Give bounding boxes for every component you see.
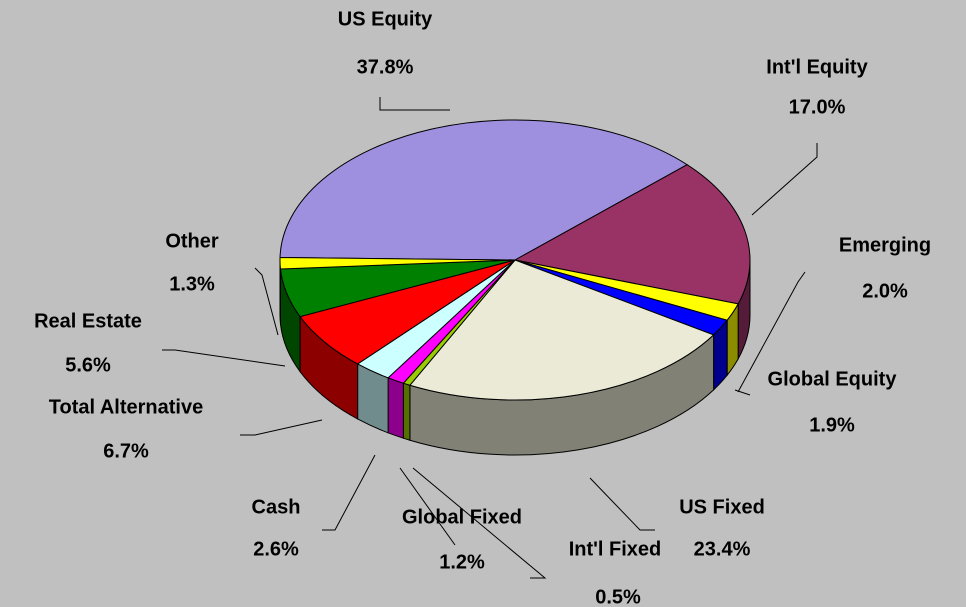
- slice-side: [387, 377, 404, 439]
- leader-line: [412, 467, 547, 579]
- leader-line: [379, 97, 450, 111]
- leader-line: [162, 349, 286, 367]
- slice-label: Global Equity: [768, 368, 898, 390]
- slice: [279, 119, 689, 261]
- slice: [279, 257, 516, 270]
- slice-label: Other: [165, 230, 219, 252]
- leader-line: [254, 267, 279, 336]
- leader-line: [751, 143, 818, 216]
- leader-line: [399, 467, 456, 546]
- value-label: 6.7%: [103, 440, 149, 462]
- slice-label: US Equity: [338, 8, 433, 30]
- leader-line: [240, 419, 323, 436]
- value-label: 2.6%: [253, 538, 299, 560]
- value-label: 5.6%: [65, 354, 111, 376]
- leader-line: [734, 389, 751, 396]
- value-label: 0.5%: [595, 586, 641, 607]
- slice-label: Int'l Equity: [766, 56, 868, 78]
- slice-label: Emerging: [839, 234, 931, 256]
- leader-line: [322, 454, 376, 531]
- value-label: 17.0%: [789, 96, 846, 118]
- leader-line: [589, 477, 655, 531]
- value-label: 1.3%: [169, 273, 215, 295]
- slice-label: Int'l Fixed: [569, 538, 662, 560]
- leader-line: [737, 271, 806, 393]
- value-label: 2.0%: [862, 280, 908, 302]
- value-label: 37.8%: [357, 56, 414, 78]
- slice-label: Cash: [252, 496, 301, 518]
- slice-label: US Fixed: [679, 496, 765, 518]
- value-label: 1.2%: [439, 551, 485, 573]
- slice: [513, 164, 751, 305]
- value-label: 1.9%: [809, 414, 855, 436]
- slice-label: Global Fixed: [402, 506, 522, 528]
- slice-side: [402, 382, 411, 441]
- slice-label: Total Alternative: [49, 396, 203, 418]
- slice-label: Real Estate: [34, 310, 142, 332]
- value-label: 23.4%: [694, 538, 751, 560]
